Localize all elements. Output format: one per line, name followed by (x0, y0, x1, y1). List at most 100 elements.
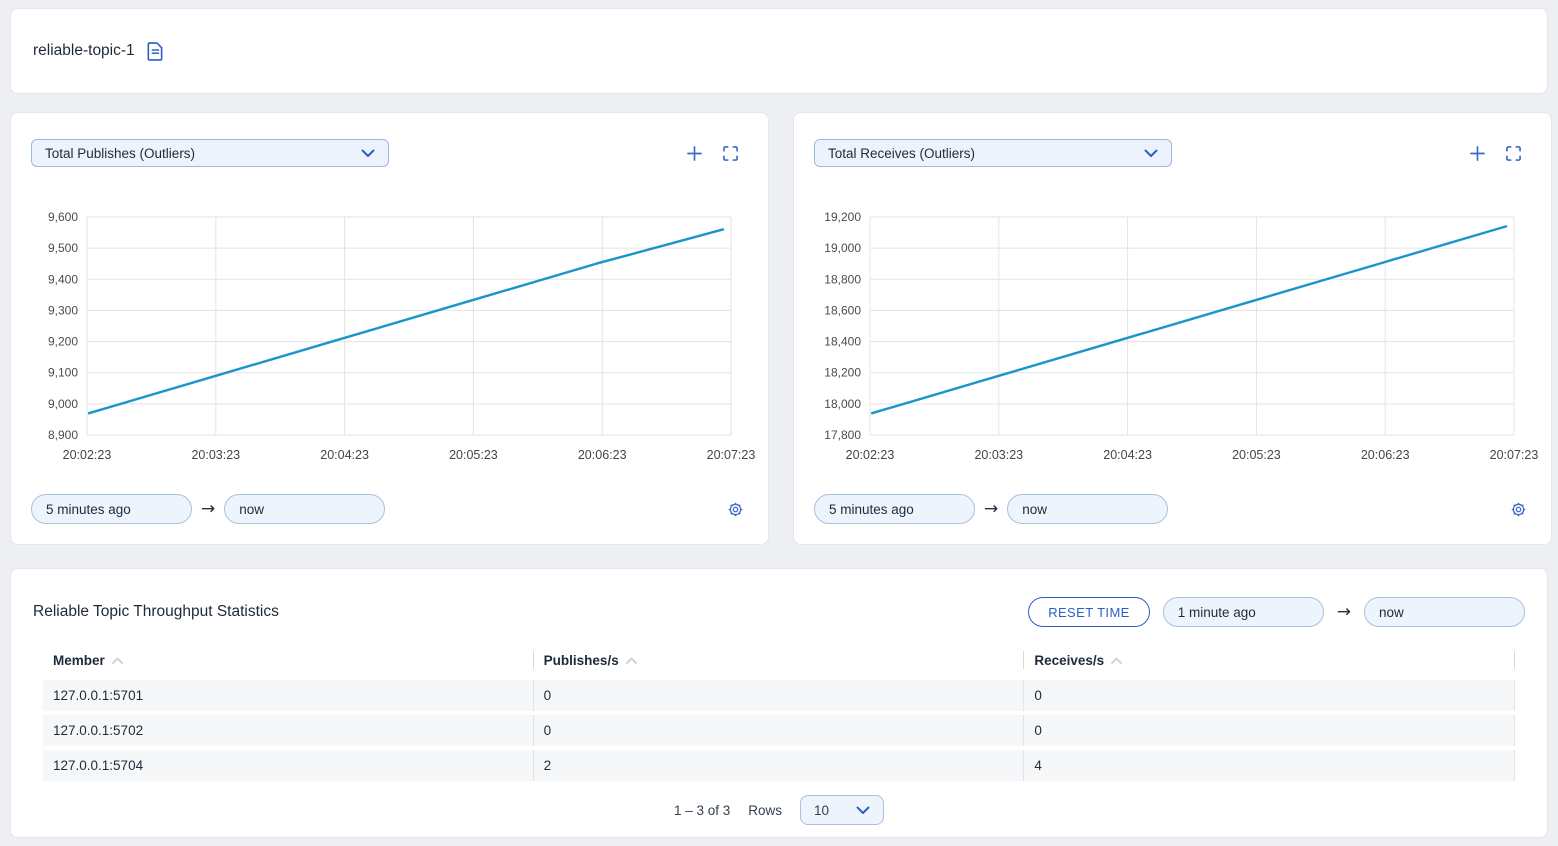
svg-text:18,800: 18,800 (824, 272, 861, 286)
settings-gear-icon[interactable] (727, 501, 744, 518)
time-to-value: now (1022, 501, 1048, 517)
chart-card-publishes: Total Publishes (Outliers) (10, 112, 769, 545)
settings-gear-icon[interactable] (1510, 501, 1527, 518)
pagination-range: 1 – 3 of 3 (673, 802, 731, 818)
topic-header-card: reliable-topic-1 (10, 8, 1548, 94)
svg-text:19,200: 19,200 (824, 210, 861, 224)
svg-text:20:07:23: 20:07:23 (1490, 448, 1539, 462)
add-chart-button[interactable] (1470, 145, 1485, 161)
time-to-input[interactable]: now (224, 494, 386, 524)
metric-select[interactable]: Total Receives (Outliers) (814, 139, 1172, 167)
metric-select-value: Total Publishes (Outliers) (45, 145, 196, 161)
svg-text:9,300: 9,300 (48, 303, 78, 317)
add-chart-button[interactable] (687, 145, 702, 161)
table-row: 127.0.0.1:5702 0 0 (43, 715, 1516, 746)
charts-row: Total Publishes (Outliers) (10, 112, 1552, 545)
chart-publishes: 8,900 9,000 9,100 9,200 9,300 9,400 9,500 9,600… (31, 207, 755, 475)
table-cell: 0 (534, 715, 1025, 746)
column-label: Publishes/s (543, 652, 619, 668)
svg-text:20:04:23: 20:04:23 (320, 448, 369, 462)
pagination: 1 – 3 of 3 Rows 10 (33, 795, 1525, 825)
table-cell: 2 (534, 750, 1025, 781)
svg-text:20:04:23: 20:04:23 (1103, 448, 1152, 462)
chart-time-range: 5 minutes ago → now (31, 494, 748, 524)
time-from-value: 5 minutes ago (46, 501, 131, 517)
fullscreen-button[interactable] (723, 145, 738, 161)
chart-receives: 17,800 18,000 18,200 18,400 18,600 18,800 19,0… (814, 207, 1538, 475)
column-label: Receives/s (1034, 652, 1105, 668)
svg-text:19,000: 19,000 (824, 241, 861, 255)
table-cell: 0 (1024, 680, 1516, 711)
table-cell: 127.0.0.1:5701 (43, 680, 534, 711)
chart-time-range: 5 minutes ago → now (814, 494, 1531, 524)
chart-svg: 8,900 9,000 9,100 9,200 9,300 9,400 9,500 9,600… (48, 210, 755, 462)
reset-time-button[interactable]: RESET TIME (1028, 597, 1150, 627)
chart-header: Total Receives (Outliers) (814, 139, 1531, 167)
svg-text:18,000: 18,000 (824, 397, 861, 411)
svg-text:18,600: 18,600 (824, 303, 861, 317)
table-row: 127.0.0.1:5701 0 0 (43, 680, 1516, 711)
chevron-down-icon (361, 149, 375, 158)
svg-text:20:05:23: 20:05:23 (449, 448, 498, 462)
chart-card-receives: Total Receives (Outliers) (793, 112, 1552, 545)
table-cell: 0 (534, 680, 1025, 711)
time-to-value: now (1379, 604, 1404, 620)
chart-svg: 17,800 18,000 18,200 18,400 18,600 18,800 19,0… (824, 210, 1538, 462)
chevron-down-icon (1144, 149, 1158, 158)
svg-text:9,600: 9,600 (48, 210, 78, 224)
time-from-input[interactable]: 5 minutes ago (814, 494, 975, 524)
time-to-input[interactable]: now (1007, 494, 1169, 524)
time-to-input[interactable]: now (1364, 597, 1525, 627)
metric-select-value: Total Receives (Outliers) (828, 145, 976, 161)
svg-text:20:05:23: 20:05:23 (1232, 448, 1281, 462)
svg-text:20:03:23: 20:03:23 (191, 448, 240, 462)
sort-caret-icon (1111, 657, 1123, 664)
time-from-value: 1 minute ago (1177, 604, 1256, 620)
svg-text:9,400: 9,400 (48, 272, 78, 286)
svg-text:8,900: 8,900 (48, 428, 78, 442)
stats-card: Reliable Topic Throughput Statistics RES… (10, 568, 1548, 838)
time-to-value: now (239, 501, 265, 517)
stats-card-header: Reliable Topic Throughput Statistics RES… (33, 597, 1525, 627)
table-cell: 127.0.0.1:5704 (43, 750, 534, 781)
svg-text:9,200: 9,200 (48, 335, 78, 349)
arrow-right-icon: → (201, 498, 216, 519)
page-title: reliable-topic-1 (33, 42, 135, 59)
table-cell: 127.0.0.1:5702 (43, 715, 534, 746)
svg-text:17,800: 17,800 (824, 428, 861, 442)
table-row: 127.0.0.1:5704 2 4 (43, 750, 1516, 781)
svg-text:9,500: 9,500 (48, 241, 78, 255)
svg-text:20:06:23: 20:06:23 (578, 448, 627, 462)
chart-actions (1470, 145, 1531, 161)
metric-select[interactable]: Total Publishes (Outliers) (31, 139, 389, 167)
chart-actions (687, 145, 748, 161)
svg-text:9,000: 9,000 (48, 397, 78, 411)
column-header-publishes[interactable]: Publishes/s (534, 651, 1025, 669)
card-title: Reliable Topic Throughput Statistics (33, 603, 279, 620)
chart-header: Total Publishes (Outliers) (31, 139, 748, 167)
svg-text:9,100: 9,100 (48, 366, 78, 380)
document-icon[interactable] (147, 41, 164, 61)
table-body: 127.0.0.1:5701 0 0 127.0.0.1:5702 0 0 127.0.0.… (33, 680, 1525, 781)
table-cell: 4 (1024, 750, 1516, 781)
arrow-right-icon: → (984, 498, 999, 519)
svg-text:18,200: 18,200 (824, 366, 861, 380)
column-header-receives[interactable]: Receives/s (1024, 651, 1516, 669)
sort-caret-icon (625, 657, 637, 664)
column-header-member[interactable]: Member (43, 651, 534, 669)
rows-per-page-select[interactable]: 10 (800, 795, 885, 825)
fullscreen-button[interactable] (1506, 145, 1521, 161)
rows-per-page-value: 10 (814, 802, 830, 818)
time-from-input[interactable]: 1 minute ago (1162, 597, 1324, 627)
svg-text:20:03:23: 20:03:23 (974, 448, 1023, 462)
chevron-down-icon (856, 806, 870, 815)
svg-text:20:02:23: 20:02:23 (846, 448, 895, 462)
rows-label: Rows (748, 802, 783, 818)
column-label: Member (53, 652, 105, 668)
table-time-controls: RESET TIME 1 minute ago → now (1028, 597, 1525, 627)
svg-text:18,400: 18,400 (824, 335, 861, 349)
time-from-input[interactable]: 5 minutes ago (31, 494, 192, 524)
sort-caret-icon (111, 657, 123, 664)
svg-text:20:07:23: 20:07:23 (707, 448, 756, 462)
time-from-value: 5 minutes ago (829, 501, 914, 517)
